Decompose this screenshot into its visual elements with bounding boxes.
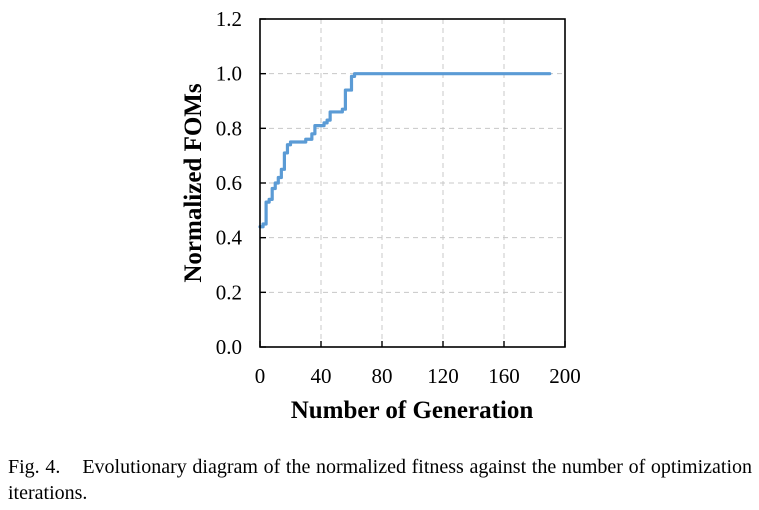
caption-text: Evolutionary diagram of the normalized f… xyxy=(8,456,753,504)
axes xyxy=(259,18,566,348)
chart: 0 40 80 120 160 200 0.0 0.2 0.4 0.6 0.8 1.0 1.2 Numb… xyxy=(180,7,581,424)
y-tick-label: 0.2 xyxy=(216,280,242,304)
tick-labels: 0 40 80 120 160 200 0.0 0.2 0.4 0.6 0.8 1.0 1.2 xyxy=(216,7,581,388)
figure-caption: Fig. 4. Evolutionary diagram of the norma… xyxy=(8,454,752,506)
x-tick-label: 200 xyxy=(549,364,581,388)
caption-label: Fig. 4. xyxy=(8,456,61,478)
series-line xyxy=(258,72,552,229)
series-layer xyxy=(258,72,552,229)
y-tick-label: 0.0 xyxy=(216,335,242,359)
x-tick-label: 0 xyxy=(255,364,266,388)
y-tick-label: 1.0 xyxy=(216,62,242,86)
grid-lines xyxy=(260,19,565,347)
x-tick-label: 80 xyxy=(372,364,393,388)
x-tick-label: 120 xyxy=(427,364,459,388)
x-tick-label: 40 xyxy=(311,364,332,388)
y-tick-label: 0.4 xyxy=(216,226,243,250)
y-tick-label: 1.2 xyxy=(216,7,242,31)
x-axis-title: Number of Generation xyxy=(291,397,534,424)
y-tick-label: 0.8 xyxy=(216,116,242,140)
x-tick-label: 160 xyxy=(488,364,520,388)
y-axis-title: Normalized FOMs xyxy=(180,83,207,283)
y-tick-label: 0.6 xyxy=(216,171,242,195)
